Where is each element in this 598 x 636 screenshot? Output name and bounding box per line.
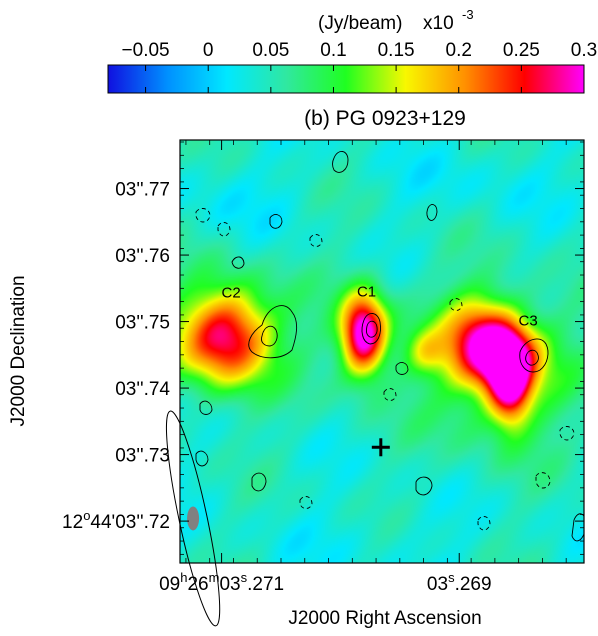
plot-foreign	[180, 140, 584, 563]
colorbar-tick-label: 0.3	[571, 40, 597, 61]
y-tick-label: 03''.76	[115, 246, 170, 267]
colorbar-tick-label: 0.25	[503, 40, 540, 61]
x-tick-label: 09h26m03s.271	[159, 570, 284, 595]
contour-c3-outer	[519, 338, 549, 373]
contour-noise-7	[415, 476, 433, 496]
contour-noise-10	[395, 362, 409, 375]
contour-c1-outer	[361, 313, 381, 345]
y-tick-label: 03''.75	[115, 313, 170, 334]
contour-c2-inner	[261, 325, 278, 347]
y-tick-label: 03''.74	[115, 379, 170, 400]
colorbar	[107, 64, 585, 94]
contour-layer	[195, 151, 584, 542]
contour-noise-6	[195, 450, 209, 467]
y-tick-label: 12o44'03''.72	[62, 508, 170, 533]
chart-title: (b) PG 0923+129	[304, 107, 466, 130]
contour-noise-9	[199, 400, 213, 415]
contour-noise-8	[571, 513, 584, 542]
colorbar-tick-label: 0.2	[446, 40, 472, 61]
colorbar-tick-label: 0	[203, 40, 214, 61]
contour-noise-2	[426, 204, 438, 221]
axis-ticks	[180, 140, 584, 563]
plot-frame	[179, 139, 585, 564]
colorbar-multiplier: x10	[423, 13, 454, 34]
x-tick-label: 03s.269	[427, 570, 492, 595]
colorbar-tick-labels: −0.05 0 0.05 0.1 0.15 0.2 0.25 0.3	[122, 40, 598, 61]
contour-neg-9	[299, 496, 313, 509]
contour-noise-1	[332, 151, 349, 173]
x-axis-title: J2000 Right Ascension	[288, 608, 481, 629]
colorbar-tick-label: 0.1	[320, 40, 346, 61]
contour-neg-5	[449, 298, 463, 311]
component-label-c2: C2	[222, 285, 241, 302]
beam-outline	[165, 410, 221, 627]
colorbar-tick-label: −0.05	[122, 40, 170, 61]
contour-neg-4	[383, 388, 397, 401]
colorbar-tick-label: 0.05	[252, 40, 289, 61]
y-tick-label: 03''.73	[115, 446, 170, 467]
contour-noise-4	[231, 256, 245, 269]
contour-neg-3	[309, 234, 323, 247]
contour-c2-outer	[248, 305, 298, 359]
colorbar-tick-label: 0.15	[378, 40, 415, 61]
colorbar-exponent: -3	[462, 7, 474, 22]
y-tick-label: 03''.77	[115, 180, 170, 201]
colorbar-label: (Jy/beam)	[318, 13, 402, 34]
component-label-c1: C1	[357, 283, 376, 300]
contour-noise-5	[251, 472, 267, 492]
heatmap-image	[180, 140, 584, 563]
contour-noise-3	[269, 214, 283, 229]
contour-c3-inner	[525, 349, 539, 366]
contour-neg-8	[477, 516, 491, 531]
colorbar-ticks	[145, 65, 585, 93]
beam-ellipse	[187, 506, 200, 531]
annotation-layer: C2 C1 C3	[165, 283, 538, 627]
contour-neg-6	[535, 472, 551, 489]
contour-c1-inner	[366, 320, 378, 338]
component-label-c3: C3	[519, 313, 538, 330]
y-axis-title: J2000 Declination	[8, 275, 29, 426]
contour-neg-2	[217, 222, 231, 237]
axis-tick-labels: 03''.77 03''.76 03''.75 03''.74 03''.73 12o44…	[62, 180, 492, 595]
